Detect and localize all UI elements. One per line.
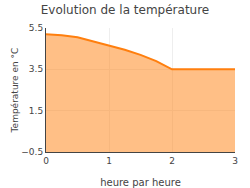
svg-text:−0.5: −0.5 — [21, 147, 43, 157]
svg-text:heure par heure: heure par heure — [100, 177, 181, 188]
svg-text:Température en °C: Température en °C — [10, 48, 20, 134]
svg-text:3: 3 — [232, 156, 238, 166]
svg-text:1: 1 — [106, 156, 112, 166]
svg-text:Evolution de la température: Evolution de la température — [41, 3, 210, 17]
svg-text:5.5: 5.5 — [29, 23, 43, 33]
svg-text:3.5: 3.5 — [29, 64, 43, 74]
svg-text:1.5: 1.5 — [29, 106, 43, 116]
svg-text:0: 0 — [43, 156, 49, 166]
svg-text:2: 2 — [169, 156, 175, 166]
